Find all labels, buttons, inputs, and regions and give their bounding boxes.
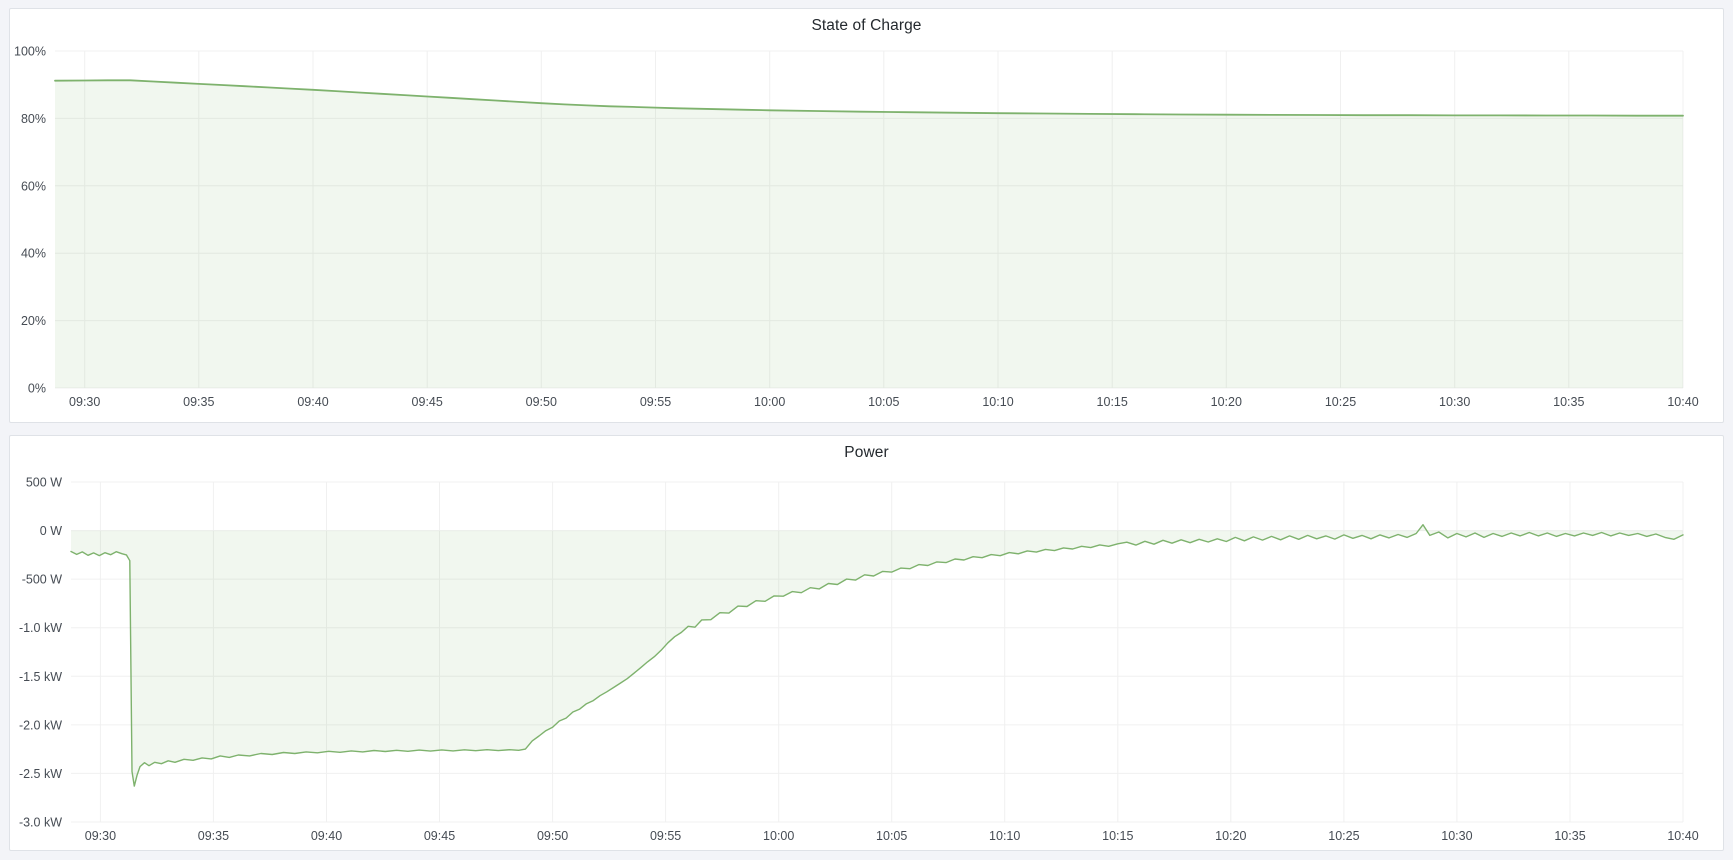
x-tick-label: 10:25 [1325, 395, 1356, 409]
y-tick-label: 0% [28, 382, 46, 396]
x-tick-label: 09:55 [640, 395, 671, 409]
x-tick-label: 10:15 [1102, 829, 1133, 843]
x-tick-label: 10:10 [989, 829, 1020, 843]
y-tick-label: -1.0 kW [19, 621, 62, 635]
x-tick-label: 09:45 [412, 395, 443, 409]
x-tick-label: 09:30 [85, 829, 116, 843]
y-tick-label: 80% [21, 112, 46, 126]
x-tick-label: 10:20 [1211, 395, 1242, 409]
x-tick-label: 10:25 [1328, 829, 1359, 843]
series-line [70, 524, 1684, 787]
x-tick-label: 10:35 [1554, 829, 1585, 843]
x-tick-label: 09:40 [297, 395, 328, 409]
y-tick-label: 40% [21, 247, 46, 261]
y-tick-label: 100% [14, 45, 46, 59]
x-tick-label: 09:45 [424, 829, 455, 843]
y-tick-label: -2.0 kW [19, 718, 62, 732]
y-axis-labels: 500 W 0 W -500 W -1.0 kW -1.5 kW -2.0 kW -2.5 … [19, 476, 62, 830]
x-tick-label: 09:50 [526, 395, 557, 409]
x-tick-label: 10:10 [982, 395, 1013, 409]
x-tick-label: 09:35 [183, 395, 214, 409]
x-tick-label: 09:50 [537, 829, 568, 843]
x-axis-labels: 09:30 09:35 09:40 09:45 09:50 09:55 10:00 10:05… [69, 395, 1699, 409]
x-tick-label: 10:40 [1667, 829, 1698, 843]
x-tick-label: 10:30 [1439, 395, 1470, 409]
x-tick-label: 10:05 [868, 395, 899, 409]
soc-chart-area: 100% 80% 60% 40% 20% 0% 09:30 09:35 09:40 09:45 09… [10, 43, 1723, 422]
soc-chart[interactable]: 100%80%60%40%20%0%09:30 09:35 09:40 09:45 09… [10, 43, 1723, 422]
x-tick-label: 09:35 [198, 829, 229, 843]
x-tick-label: 10:20 [1215, 829, 1246, 843]
panel-title-state-of-charge[interactable]: State of Charge [811, 17, 922, 34]
x-tick-label: 10:35 [1553, 395, 1584, 409]
x-tick-label: 09:55 [650, 829, 681, 843]
y-tick-label: 500 W [26, 476, 62, 490]
x-tick-label: 09:40 [311, 829, 342, 843]
panel-state-of-charge: State of Charge 100% 80% 60% 40% 20% 0% 09:30 0… [9, 8, 1724, 423]
panel-power: Power 500 W 0 W -500 W -1.0 kW -1.5 kW -2.0 k… [9, 435, 1724, 851]
y-tick-label: -500 W [22, 573, 62, 587]
power-chart[interactable]: 500 W 0 W -500 W -1.0 kW -1.5 kW -2.0 kW -2.5 … [10, 470, 1723, 850]
x-tick-label: 09:30 [69, 395, 100, 409]
x-tick-label: 10:05 [876, 829, 907, 843]
power-chart-area: 500 W 0 W -500 W -1.0 kW -1.5 kW -2.0 kW -2.5 … [10, 470, 1723, 850]
y-tick-label: 60% [21, 179, 46, 193]
series-area [55, 80, 1683, 389]
y-tick-label: -1.5 kW [19, 670, 62, 684]
panel-title-power[interactable]: Power [844, 444, 889, 461]
x-tick-label: 10:00 [763, 829, 794, 843]
x-tick-label: 10:15 [1097, 395, 1128, 409]
x-axis-labels: 09:30 09:35 09:40 09:45 09:50 09:55 10:00 10:05… [85, 829, 1699, 843]
x-tick-label: 10:40 [1667, 395, 1698, 409]
gridlines [71, 481, 1684, 823]
x-tick-label: 10:00 [754, 395, 785, 409]
x-tick-label: 10:30 [1441, 829, 1472, 843]
y-tick-label: 0 W [40, 524, 62, 538]
series-area [71, 524, 1683, 787]
y-tick-label: -3.0 kW [19, 816, 62, 830]
y-axis-labels: 100% 80% 60% 40% 20% 0% [14, 45, 46, 396]
series-line [54, 79, 1684, 117]
y-tick-label: 20% [21, 314, 46, 328]
y-tick-label: -2.5 kW [19, 767, 62, 781]
